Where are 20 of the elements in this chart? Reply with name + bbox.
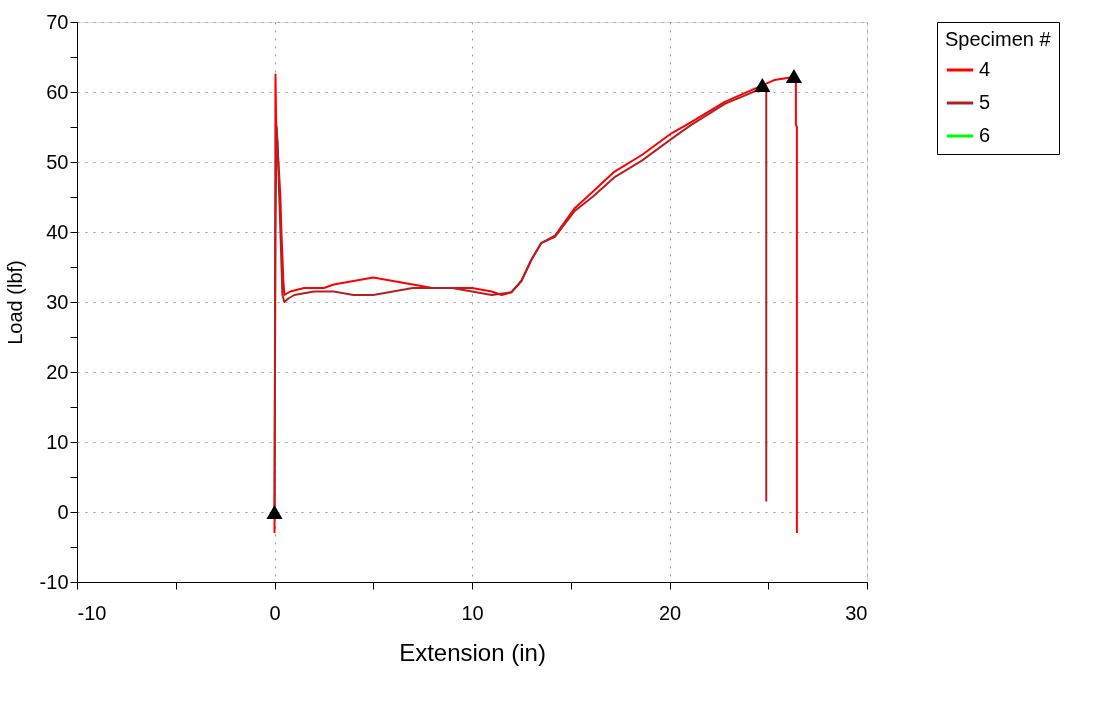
- x-tick-label: 20: [658, 601, 682, 624]
- x-tick-label: 30: [845, 601, 868, 624]
- legend-label: 4: [979, 58, 991, 80]
- y-tick-label: 10: [46, 430, 69, 453]
- legend-label: 5: [979, 91, 991, 113]
- y-tick-label: -10: [39, 570, 69, 593]
- y-tick-label: 0: [57, 500, 69, 523]
- y-tick-label: 70: [46, 10, 69, 33]
- y-axis-title: Load (lbf): [3, 260, 26, 345]
- y-tick-label: 20: [46, 360, 69, 383]
- y-tick-label: 40: [46, 220, 69, 243]
- x-tick-label: 0: [269, 601, 281, 624]
- legend-label: 6: [979, 124, 991, 146]
- x-axis-title: Extension (in): [399, 638, 546, 666]
- x-tick-label: 10: [461, 601, 484, 624]
- legend-title: Specimen #: [945, 28, 1052, 50]
- y-tick-label: 60: [46, 80, 69, 103]
- y-tick-label: 50: [46, 150, 69, 173]
- y-tick-label: 30: [46, 290, 69, 313]
- x-tick-label: -10: [77, 601, 107, 624]
